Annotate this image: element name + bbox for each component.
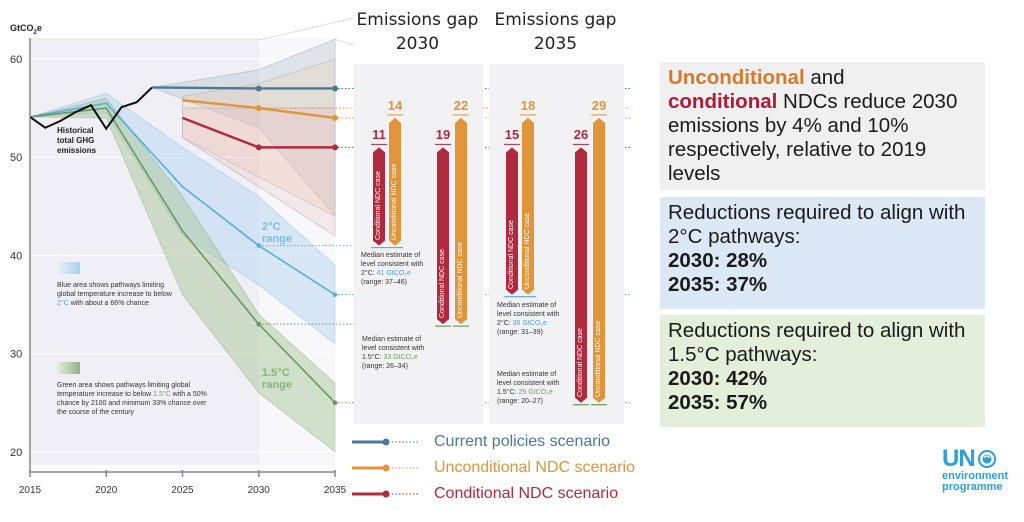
gap-value-label: 11	[372, 127, 386, 143]
legend-line-icon	[352, 464, 420, 472]
gap-value-label: 29	[591, 97, 607, 113]
y-tick-label: 40	[10, 250, 22, 262]
gap-bar	[455, 117, 467, 325]
unep-logo: UN environment programme	[942, 445, 1009, 493]
gap-value-label: 22	[453, 97, 469, 113]
median-15c-2030: Median estimate of level consistent with …	[362, 336, 425, 370]
gap-bars	[354, 64, 624, 424]
scenario-line	[151, 86, 335, 90]
blue-area-note: Blue area shows pathways limiting global…	[57, 282, 172, 307]
reduction-2c-box: Reductions required to align with 2°C pa…	[660, 197, 985, 309]
gap-bar	[506, 147, 518, 295]
scenario-point	[255, 105, 262, 112]
pathway-point	[256, 243, 262, 248]
historical-label: Historical total GHG emissions	[57, 126, 97, 155]
gap-bar-text: Unconditional NDC case	[524, 212, 531, 289]
gap-value-label: 14	[387, 97, 403, 113]
median-15c-2035: Median estimate of level consistent with …	[497, 371, 560, 405]
scenario-point	[255, 144, 262, 151]
range-bands	[29, 38, 336, 453]
x-tick-label: 2030	[248, 485, 271, 496]
historical-line	[29, 86, 153, 131]
gap-bar-text: Conditional NDC case	[375, 170, 382, 240]
green-area-note: Green area shows pathways limiting globa…	[57, 382, 207, 416]
x-tick-label: 2015	[19, 485, 42, 496]
range-2c-label: 2°C range	[262, 221, 292, 245]
legend-item: Current policies scenario	[352, 432, 610, 452]
gap-bar	[373, 147, 385, 246]
gap-title-2035: Emissions gap 2035	[494, 10, 617, 54]
pathway-band	[29, 97, 336, 453]
gap-bar-text: Conditional NDC case	[439, 249, 446, 319]
median-2c-2035: Median estimate of level consistent with …	[497, 302, 560, 336]
gap-bar	[575, 147, 587, 403]
median-2c-2030: Median estimate of level consistent with …	[361, 252, 424, 286]
scenario-point	[332, 85, 338, 92]
panel-connector	[334, 38, 355, 46]
gap-bar	[522, 117, 534, 295]
unconditional-word: Unconditional	[668, 66, 805, 89]
blue-area-swatch	[57, 262, 80, 274]
legend-item: Conditional NDC scenario	[352, 484, 618, 504]
legend-line-icon	[352, 438, 420, 446]
gap-title-2030: Emissions gap 2030	[356, 10, 479, 54]
scenario-point	[332, 114, 338, 121]
y-tick-label: 30	[10, 349, 22, 361]
reduction-15c-box: Reductions required to align with 1.5°C …	[660, 315, 985, 427]
legend-label: Unconditional NDC scenario	[434, 459, 635, 476]
legend-item: Unconditional NDC scenario	[352, 458, 635, 478]
gap-value-label: 18	[520, 97, 536, 113]
gap-bar-text: Conditional NDC case	[508, 219, 515, 289]
un-emblem-icon	[977, 450, 996, 468]
conditional-word: conditional	[668, 90, 778, 113]
pathway-point	[332, 400, 338, 406]
gap-bar	[389, 117, 401, 246]
gap-value-label: 15	[504, 127, 520, 143]
ndc-reduction-box: Unconditional and conditional NDCs reduc…	[660, 62, 985, 190]
pathway-line	[29, 102, 336, 296]
pathway-point	[332, 292, 338, 297]
panel-connector	[258, 17, 355, 41]
y-tick-label: 60	[10, 54, 22, 66]
range-15c-label: 1.5°C range	[262, 367, 293, 391]
x-tick-label: 2035	[324, 485, 347, 496]
gap-bar-text: Unconditional NDC case	[391, 163, 398, 240]
gap-bar-text: Unconditional NDC case	[457, 241, 464, 319]
series-lines	[29, 85, 338, 406]
x-tick-label: 2020	[95, 485, 118, 496]
pathway-line	[29, 107, 336, 404]
gap-bar-text: Unconditional NDC case	[595, 320, 602, 397]
gap-bar	[437, 147, 449, 325]
legend-label: Conditional NDC scenario	[434, 485, 619, 502]
legend-label: Current policies scenario	[434, 433, 611, 450]
pathway-point	[256, 321, 262, 327]
y-axis-unit: GtCO2e	[10, 23, 42, 36]
y-tick-label: 50	[10, 152, 22, 164]
gap-bar	[593, 117, 605, 403]
green-area-swatch	[57, 362, 80, 374]
legend-line-icon	[352, 490, 420, 498]
x-tick-label: 2025	[171, 485, 194, 496]
gap-bar-text: Conditional NDC case	[577, 327, 584, 397]
y-tick-label: 20	[10, 447, 22, 459]
scenario-point	[332, 144, 338, 151]
scenario-point	[255, 85, 262, 92]
gap-value-label: 19	[435, 127, 451, 143]
gap-value-label: 26	[573, 127, 589, 143]
